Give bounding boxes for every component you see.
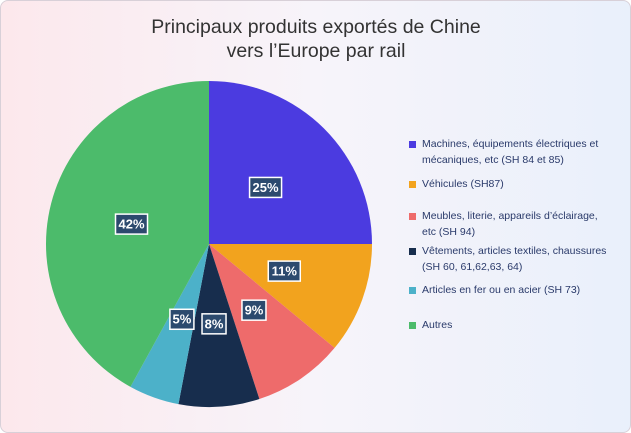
data-label: 8% [205,316,224,331]
label-box [248,176,283,199]
legend-label: Véhicules (SH87) [422,178,504,190]
legend-item: Meubles, literie, appareils d’éclairage,… [409,208,614,240]
pie-slice [209,244,372,348]
pie-slice [209,81,372,244]
data-label: 42% [118,217,144,232]
pie-slice [209,244,335,400]
legend-item: Véhicules (SH87) [409,176,614,192]
legend-swatch [409,322,416,329]
label-box [241,299,267,321]
label-box [201,313,227,335]
chart-title: Principaux produits exportés de Chine ve… [151,16,481,62]
legend-swatch [409,141,416,148]
legend-item: Machines, équipements électriques et méc… [409,136,614,168]
legend-label: Articles en fer ou en acier (SH 73) [422,284,581,296]
data-label: 11% [272,264,298,279]
label-box [267,260,302,282]
label-box [114,213,149,235]
legend-label: Autres [422,319,453,331]
data-label: 9% [245,303,264,318]
legend-swatch [409,248,416,255]
legend-label: Machines, équipements électriques et méc… [422,138,599,166]
legend-label: Meubles, literie, appareils d’éclairage,… [422,210,598,238]
legend-swatch [409,181,416,188]
data-label: 5% [173,312,192,327]
legend-swatch [409,287,416,294]
legend-item: Articles en fer ou en acier (SH 73) [409,282,614,298]
legend-item: Vêtements, articles textiles, chaussures… [409,243,614,275]
legend-label: Vêtements, articles textiles, chaussures… [422,245,607,273]
legend-swatch [409,213,416,220]
data-label: 25% [253,180,279,195]
legend-item: Autres [409,317,614,333]
label-box [169,308,195,331]
